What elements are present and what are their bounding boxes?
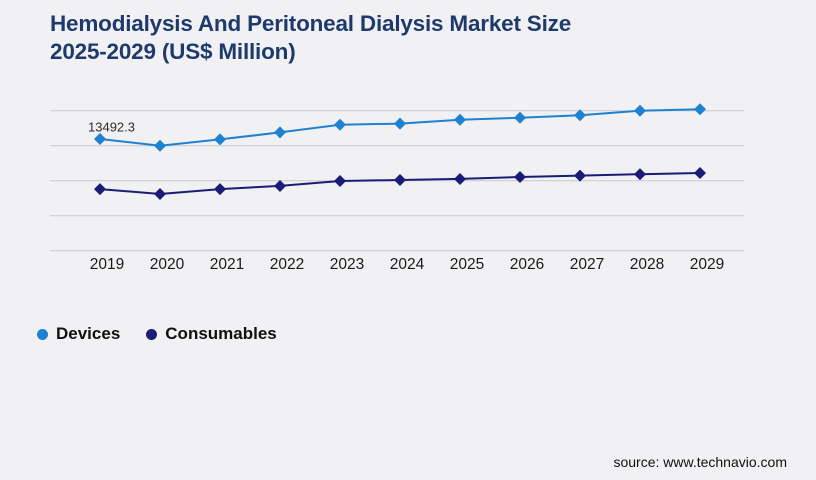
x-axis-label: 2019 [90,256,124,273]
devices-point-2029 [694,103,706,116]
x-axis-label: 2027 [570,256,604,273]
x-axis-label: 2028 [630,256,664,273]
consumables-point-2021 [214,183,226,196]
chart-legend: Devices Consumables [37,324,277,344]
consumables-point-2027 [574,169,586,182]
legend-label: Consumables [165,324,277,343]
devices-point-2021 [214,133,226,146]
legend-item-devices: Devices [37,324,120,344]
x-axis-label: 2025 [450,256,484,273]
x-axis-label: 2021 [210,256,244,273]
consumables-point-2029 [694,167,706,179]
consumables-point-2023 [334,175,346,188]
chart-title-line2: 2025-2029 (US$ Million) [50,38,296,64]
devices-point-2022 [274,126,286,139]
data-label-annotation: 13492.3 [88,120,135,135]
legend-label: Devices [56,324,121,343]
devices-point-2026 [514,111,526,124]
devices-point-2024 [394,117,406,130]
source-credit: source: www.technavio.com [613,454,787,470]
consumables-point-2022 [274,179,286,192]
consumables-point-2025 [454,172,466,185]
legend-dot-icon [37,328,48,340]
devices-point-2027 [574,109,586,122]
consumables-point-2026 [514,171,526,184]
x-axis-label: 2024 [390,256,425,273]
x-axis-label: 2029 [690,256,724,273]
legend-dot-icon [146,328,158,340]
consumables-point-2028 [634,168,646,181]
devices-point-2020 [154,139,166,152]
consumables-point-2024 [394,174,406,186]
legend-item-consumables: Consumables [146,324,277,344]
devices-point-2019 [94,132,106,145]
chart-title: Hemodialysis And Peritoneal Dialysis Mar… [50,10,730,66]
consumables-point-2020 [154,188,166,200]
x-axis-label: 2026 [510,256,544,273]
x-axis-label: 2020 [150,256,185,273]
devices-point-2023 [334,118,346,131]
chart-title-line1: Hemodialysis And Peritoneal Dialysis Mar… [50,11,572,36]
consumables-point-2019 [94,183,106,196]
x-axis-label: 2022 [270,256,304,273]
devices-point-2028 [634,104,646,117]
devices-point-2025 [454,113,466,126]
x-axis-label: 2023 [330,256,364,273]
